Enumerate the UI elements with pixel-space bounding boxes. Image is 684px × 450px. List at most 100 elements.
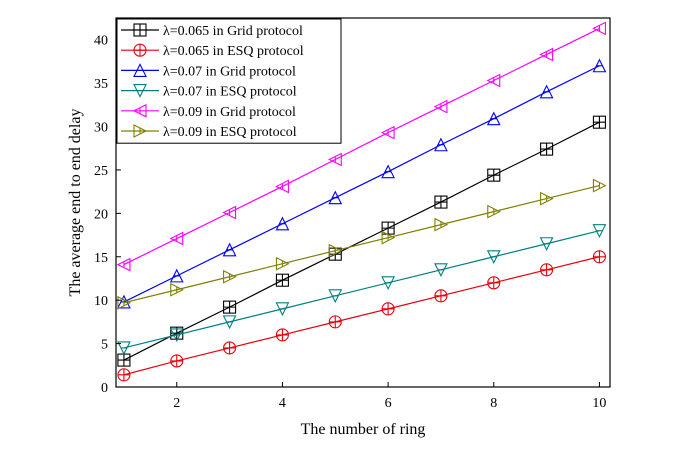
- series-4: [117, 224, 607, 356]
- data-point-group: [434, 137, 448, 152]
- legend-label: λ=0.09 in ESQ protocol: [163, 125, 297, 140]
- data-point-group: [328, 289, 343, 304]
- data-point-group: [434, 263, 448, 278]
- legend-label: λ=0.07 in Grid protocol: [163, 64, 296, 79]
- data-point-group: [486, 250, 501, 264]
- data-point-group: [592, 250, 606, 264]
- data-point-group: [222, 242, 237, 257]
- data-point-group: [117, 341, 131, 356]
- series-6: [117, 178, 607, 310]
- data-point-group: [170, 282, 184, 297]
- data-point-group: [117, 368, 131, 382]
- data-point-group: [486, 73, 501, 88]
- legend-label: λ=0.065 in ESQ protocol: [163, 44, 304, 59]
- legend: λ=0.065 in Grid protocol λ=0.065 in ESQ p…: [116, 18, 342, 144]
- data-point-group: [222, 315, 237, 330]
- x-tick-label: 2: [173, 396, 180, 411]
- data-point-group: [275, 273, 289, 287]
- y-tick-label: 0: [101, 381, 108, 396]
- data-point-group: [434, 289, 448, 303]
- data-point-group: [328, 243, 343, 258]
- x-tick-label: 6: [385, 396, 392, 411]
- data-point-group: [328, 152, 342, 167]
- data-point-group: [592, 178, 607, 193]
- data-point-group: [328, 315, 342, 329]
- data-point-group: [117, 295, 132, 310]
- legend-marker-group: [133, 124, 148, 138]
- data-point-group: [223, 300, 237, 314]
- data-point-group: [540, 142, 554, 156]
- data-point-group: [539, 84, 554, 99]
- data-point-group: [381, 164, 395, 179]
- y-tick-label: 5: [101, 338, 108, 353]
- series-line: [123, 256, 600, 376]
- data-point-group: [381, 230, 396, 245]
- data-point-group: [169, 268, 184, 283]
- x-tick-label: 10: [592, 396, 606, 411]
- data-point-group: [539, 47, 554, 62]
- series-2: [117, 250, 606, 382]
- x-tick-label: 4: [279, 396, 286, 411]
- y-tick-label: 20: [94, 207, 108, 222]
- data-point-group: [592, 115, 606, 129]
- x-axis-title: The number of ring: [301, 421, 426, 438]
- data-point-group: [433, 99, 448, 114]
- series-line: [123, 184, 600, 304]
- data-point-group: [487, 204, 501, 219]
- data-point-group: [487, 168, 501, 182]
- data-point-group: [381, 302, 395, 316]
- series-line: [123, 230, 600, 349]
- data-point-group: [170, 354, 184, 368]
- data-point-group: [592, 21, 606, 36]
- series-line: [123, 27, 600, 266]
- data-point-group: [592, 224, 607, 238]
- legend-label: λ=0.09 in Grid protocol: [163, 105, 296, 120]
- data-point-group: [275, 256, 290, 271]
- data-point-group: [169, 231, 184, 246]
- legend-marker-group: [133, 84, 147, 98]
- data-point-group: [487, 276, 501, 290]
- y-axis-title: The average end to end delay: [67, 109, 84, 297]
- series-1: [117, 115, 606, 367]
- x-tick-label: 8: [490, 396, 497, 411]
- y-tick-label: 30: [94, 121, 108, 136]
- data-point-group: [223, 341, 237, 355]
- data-point-group: [539, 237, 554, 251]
- data-point-group: [275, 302, 290, 317]
- data-point-group: [540, 263, 554, 277]
- data-point-group: [116, 257, 131, 272]
- plot-frame: [115, 17, 611, 388]
- series-5: [116, 21, 606, 272]
- y-tick-label: 25: [94, 164, 108, 179]
- data-point-group: [222, 205, 237, 220]
- data-point-group: [381, 276, 395, 291]
- legend-marker-group: [133, 23, 147, 37]
- y-tick-label: 15: [94, 251, 108, 266]
- data-point-group: [223, 269, 237, 284]
- legend-box: [116, 18, 342, 144]
- legend-label: λ=0.07 in ESQ protocol: [163, 85, 297, 100]
- data-point-group: [486, 111, 501, 126]
- data-point-group: [117, 353, 131, 367]
- legend-marker-group: [132, 103, 147, 118]
- data-point-group: [275, 328, 289, 342]
- data-point-group: [275, 179, 289, 194]
- data-point-group: [434, 195, 448, 209]
- data-point-group: [434, 217, 449, 232]
- series-line: [123, 65, 600, 303]
- y-tick-label: 35: [94, 77, 108, 92]
- data-point-group: [169, 328, 184, 343]
- legend-marker-group: [133, 43, 147, 57]
- y-tick-label: 40: [94, 34, 108, 49]
- data-point-group: [380, 125, 395, 140]
- series-3: [117, 58, 607, 309]
- y-tick-label: 10: [94, 294, 108, 309]
- data-point-group: [592, 58, 607, 73]
- legend-marker-group: [133, 63, 147, 77]
- data-point-group: [275, 216, 290, 231]
- data-point-group: [540, 191, 554, 206]
- legend-label: λ=0.065 in Grid protocol: [163, 24, 303, 39]
- data-point-group: [328, 190, 343, 205]
- series-line: [123, 121, 600, 361]
